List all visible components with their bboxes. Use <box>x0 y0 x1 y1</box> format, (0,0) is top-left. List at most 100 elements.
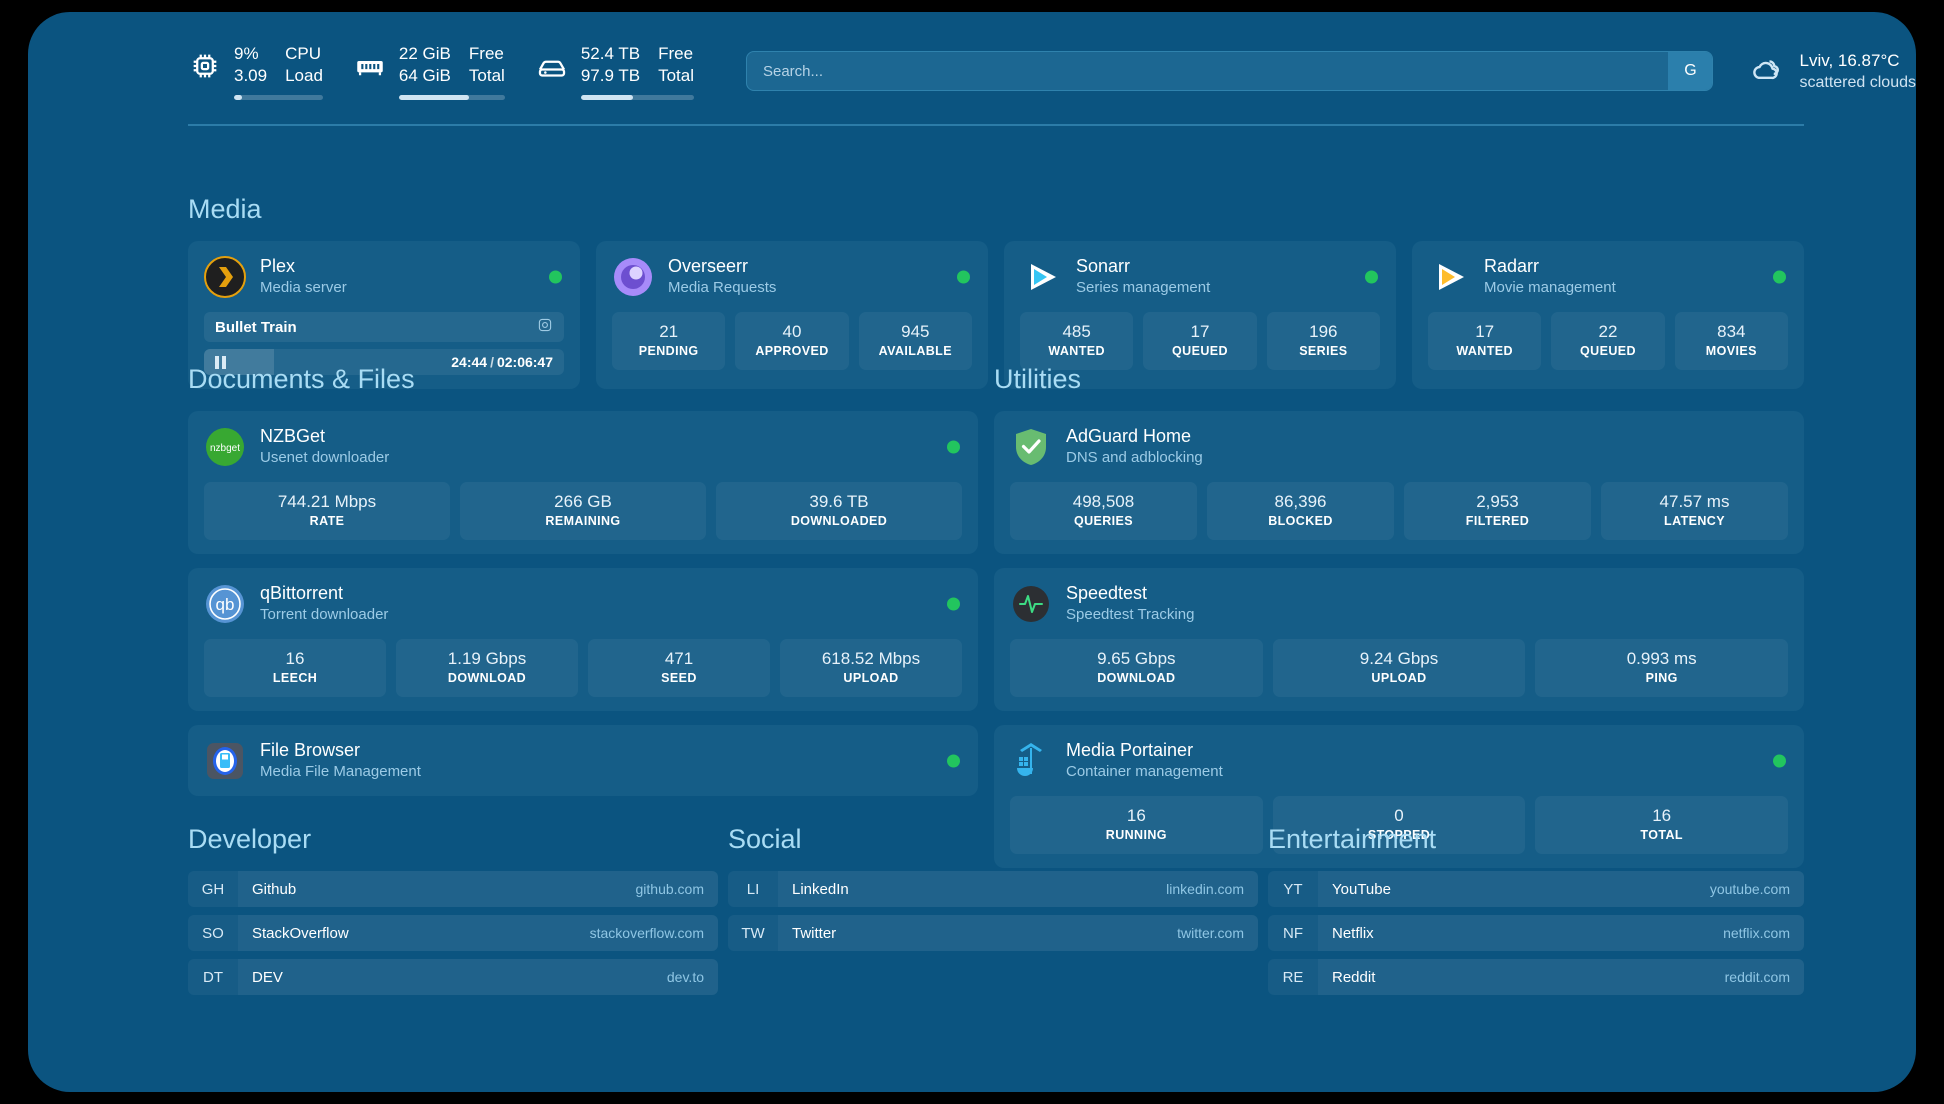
stat-value: 0 <box>1394 806 1404 825</box>
status-badge <box>1773 270 1786 283</box>
pause-icon[interactable] <box>215 355 226 369</box>
cpu-value-top: 9% <box>234 43 259 63</box>
stat-value: 1.19 Gbps <box>447 649 527 668</box>
service-card-file-browser[interactable]: File Browser Media File Management <box>188 725 978 796</box>
stat-item: 744.21 Mbps RATE <box>204 482 450 540</box>
stat-key: BLOCKED <box>1268 514 1333 528</box>
service-card-nzbget[interactable]: nzbget NZBGet Usenet downloader 744.21 M… <box>188 411 978 554</box>
stat-value: 266 GB <box>554 492 612 511</box>
stat-item: 22 QUEUED <box>1551 312 1665 370</box>
stat-item: 834 MOVIES <box>1674 312 1788 370</box>
bookmark-abbr: RE <box>1268 959 1318 995</box>
utilities-section: Utilities AdGuard Home DNS and adblockin… <box>994 364 1804 868</box>
memory-label-bottom: Total <box>468 65 505 85</box>
bookmark-item[interactable]: GH Github github.com <box>188 871 718 907</box>
stat-key: WANTED <box>1456 344 1513 358</box>
gear-icon[interactable] <box>537 317 553 337</box>
sonarr-icon <box>1020 256 1062 298</box>
bookmark-label: DEV <box>252 968 283 986</box>
bookmark-item[interactable]: YT YouTube youtube.com <box>1268 871 1804 907</box>
now-playing-time: 24:44/02:06:47 <box>451 354 553 370</box>
bookmark-url: twitter.com <box>1177 925 1244 941</box>
stat-key: QUEUED <box>1580 344 1636 358</box>
stat-key: WANTED <box>1048 344 1105 358</box>
bookmark-group-developer: Developer GH Github github.com SO StackO… <box>188 824 718 995</box>
stat-key: SEED <box>661 671 697 685</box>
stat-key: SERIES <box>1299 344 1348 358</box>
service-name: AdGuard Home <box>1066 426 1192 446</box>
bookmark-group-social: Social LI LinkedIn linkedin.com TW Twitt… <box>728 824 1258 951</box>
bookmark-item[interactable]: TW Twitter twitter.com <box>728 915 1258 951</box>
now-playing-progress[interactable]: 24:44/02:06:47 <box>204 349 564 375</box>
stat-item: 9.24 Gbps UPLOAD <box>1272 639 1526 697</box>
media-section: Media Plex Media server <box>188 194 1804 389</box>
search-bar[interactable]: G <box>745 51 1714 91</box>
bookmark-abbr: TW <box>728 915 778 951</box>
bookmark-group-entertainment: Entertainment YT YouTube youtube.com NF … <box>1268 824 1804 995</box>
memory-usage-bar <box>398 94 505 100</box>
search-engine-button[interactable]: G <box>1668 52 1713 90</box>
disk-label-bottom: Total <box>658 65 694 85</box>
weather-widget: Lviv, 16.87°C scattered clouds <box>1747 50 1916 93</box>
service-card-radarr[interactable]: Radarr Movie management 17 WANTED 22 QUE… <box>1412 241 1804 389</box>
status-badge <box>1773 754 1786 767</box>
service-subtitle: Media server <box>260 279 347 296</box>
stat-key: LEECH <box>272 671 318 685</box>
bookmark-label: LinkedIn <box>792 880 849 898</box>
stat-item: 618.52 Mbps UPLOAD <box>780 639 962 697</box>
adguard-icon <box>1010 426 1052 468</box>
service-card-plex[interactable]: Plex Media server Bullet Train <box>188 241 580 389</box>
stat-value: 945 <box>901 322 930 341</box>
bookmark-url: dev.to <box>666 969 704 985</box>
service-card-adguard[interactable]: AdGuard Home DNS and adblocking 498,508 … <box>994 411 1804 554</box>
service-card-speedtest[interactable]: Speedtest Speedtest Tracking 9.65 Gbps D… <box>994 568 1804 711</box>
service-card-portainer[interactable]: Media Portainer Container management 16 … <box>994 725 1804 868</box>
stat-value: 9.65 Gbps <box>1097 649 1176 668</box>
stat-item: 266 GB REMAINING <box>460 482 706 540</box>
bookmark-item[interactable]: NF Netflix netflix.com <box>1268 915 1804 951</box>
weather-temperature: Lviv, 16.87°C <box>1799 50 1900 70</box>
bookmark-url: stackoverflow.com <box>589 925 704 941</box>
stat-value: 86,396 <box>1274 492 1327 511</box>
service-name: Sonarr <box>1076 256 1131 276</box>
service-card-qbittorrent[interactable]: qb qBittorrent Torrent downloader 16 LEE… <box>188 568 978 711</box>
bookmark-label: Twitter <box>792 924 837 942</box>
stat-key: QUERIES <box>1073 514 1134 528</box>
status-badge <box>549 270 562 283</box>
service-subtitle: Movie management <box>1484 279 1616 296</box>
stat-item: 16 RUNNING <box>1010 796 1263 854</box>
service-card-sonarr[interactable]: Sonarr Series management 485 WANTED 17 Q… <box>1004 241 1396 389</box>
status-badge <box>947 754 960 767</box>
memory-value-bottom: 64 GiB <box>398 65 451 85</box>
bookmark-item[interactable]: RE Reddit reddit.com <box>1268 959 1804 995</box>
memory-value-top: 22 GiB <box>398 43 451 63</box>
bookmark-item[interactable]: DT DEV dev.to <box>188 959 718 995</box>
bookmark-item[interactable]: SO StackOverflow stackoverflow.com <box>188 915 718 951</box>
stat-value: 39.6 TB <box>809 492 869 511</box>
stat-value: 16 <box>285 649 305 668</box>
bookmark-item[interactable]: LI LinkedIn linkedin.com <box>728 871 1258 907</box>
stat-item: 16 LEECH <box>204 639 386 697</box>
stat-key: UPLOAD <box>843 671 899 685</box>
documents-section: Documents & Files nzbget NZBGet Usenet d… <box>188 364 978 796</box>
stat-item: 17 QUEUED <box>1143 312 1257 370</box>
now-playing-title: Bullet Train <box>215 318 297 336</box>
stat-key: MOVIES <box>1705 344 1757 358</box>
search-input[interactable] <box>746 52 1669 90</box>
stat-key: STOPPED <box>1367 828 1431 842</box>
bookmark-abbr: SO <box>188 915 238 951</box>
stat-value: 17 <box>1190 322 1210 341</box>
service-name: Plex <box>260 256 296 276</box>
cpu-label-top: CPU <box>285 43 321 63</box>
documents-section-title: Documents & Files <box>188 364 415 394</box>
stat-value: 0.993 ms <box>1626 649 1697 668</box>
stat-item: 40 APPROVED <box>735 312 849 370</box>
qbittorrent-icon: qb <box>204 583 246 625</box>
memory-icon <box>353 49 387 83</box>
service-card-overseerr[interactable]: Overseerr Media Requests 21 PENDING 40 A… <box>596 241 988 389</box>
disk-label-top: Free <box>658 43 694 63</box>
stat-value: 485 <box>1062 322 1091 341</box>
bookmark-label: Netflix <box>1332 924 1374 942</box>
bookmark-url: github.com <box>635 881 704 897</box>
bookmark-label: StackOverflow <box>252 924 349 942</box>
